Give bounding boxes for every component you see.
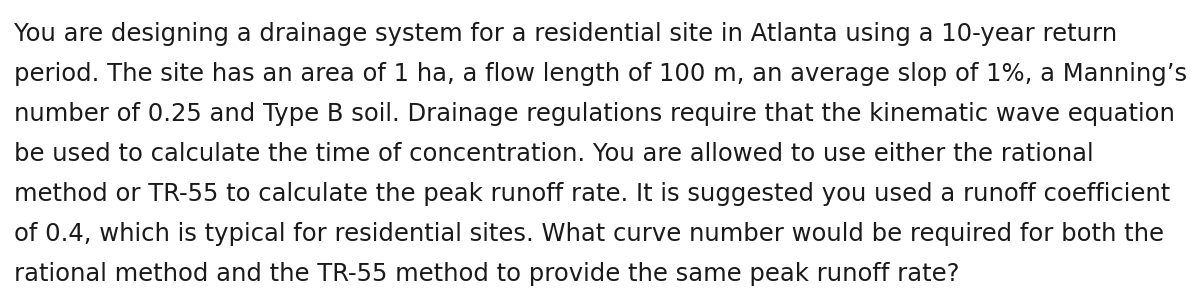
Text: rational method and the TR-55 method to provide the same peak runoff rate?: rational method and the TR-55 method to … — [14, 262, 960, 286]
Text: You are designing a drainage system for a residential site in Atlanta using a 10: You are designing a drainage system for … — [14, 22, 1117, 46]
Text: method or TR-55 to calculate the peak runoff rate. It is suggested you used a ru: method or TR-55 to calculate the peak ru… — [14, 182, 1170, 206]
Text: period. The site has an area of 1 ha, a flow length of 100 m, an average slop of: period. The site has an area of 1 ha, a … — [14, 62, 1187, 86]
Text: of 0.4, which is typical for residential sites. What curve number would be requi: of 0.4, which is typical for residential… — [14, 222, 1164, 246]
Text: be used to calculate the time of concentration. You are allowed to use either th: be used to calculate the time of concent… — [14, 142, 1093, 166]
Text: number of 0.25 and Type B soil. Drainage regulations require that the kinematic : number of 0.25 and Type B soil. Drainage… — [14, 102, 1175, 126]
